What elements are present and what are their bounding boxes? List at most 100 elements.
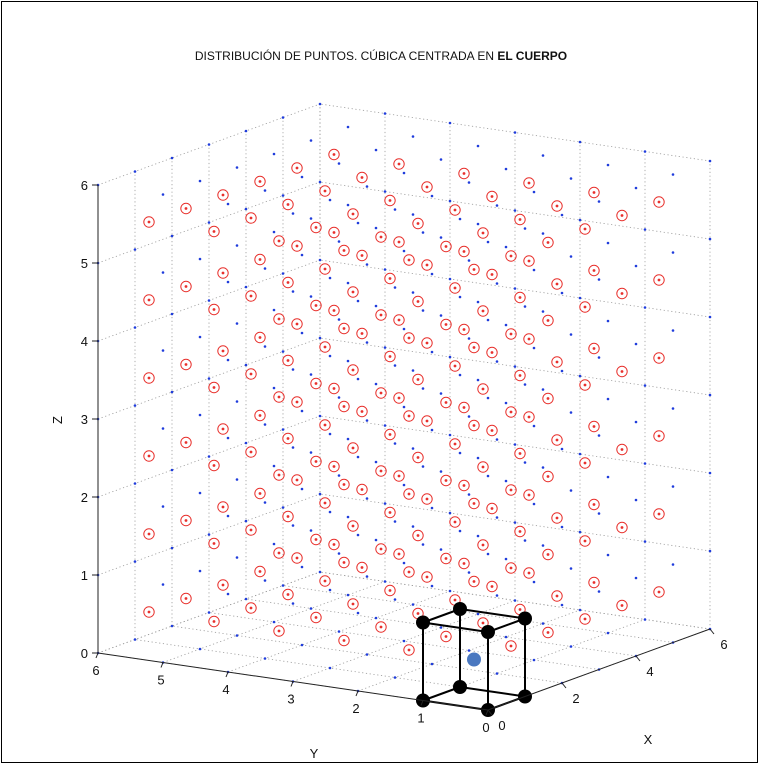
data-point-center — [523, 177, 535, 189]
data-point-center-ring — [273, 469, 285, 481]
data-point-corner — [383, 112, 387, 115]
data-point-center-ring — [468, 263, 480, 276]
data-point-center-ring — [523, 333, 535, 345]
data-point-corner — [476, 534, 480, 538]
data-point-center-dot — [518, 530, 522, 533]
data-point-center-dot — [481, 309, 485, 313]
data-point-center-ring — [328, 382, 340, 395]
data-point-center-dot — [444, 479, 448, 482]
data-point-center-dot — [323, 267, 327, 271]
data-point-center-dot — [657, 200, 661, 204]
data-point-center — [310, 377, 322, 390]
data-point-center-dot — [295, 478, 299, 482]
y-tick-mark — [160, 662, 164, 668]
data-point-corner — [337, 240, 341, 243]
data-point-center-ring — [282, 510, 294, 523]
data-point-center — [523, 567, 535, 579]
data-point-center — [384, 272, 396, 285]
data-point-center-ring — [273, 235, 285, 247]
data-point-center-dot — [592, 269, 596, 272]
x-axis-line — [487, 628, 711, 711]
data-point-corner — [374, 616, 378, 620]
data-point-center — [616, 521, 628, 534]
data-point-center-dot — [453, 598, 457, 602]
data-point-center-ring — [217, 345, 229, 357]
data-point-center-dot — [388, 433, 392, 436]
data-point-center-dot — [212, 308, 216, 311]
data-point-center-ring — [505, 484, 517, 496]
data-point-center — [310, 533, 322, 546]
data-point-corner — [263, 423, 267, 426]
data-point-center — [403, 488, 415, 500]
data-point-corner — [513, 365, 517, 368]
data-point-corner — [643, 228, 647, 231]
unit-cell-corner-atom — [416, 615, 430, 630]
data-point-center — [273, 547, 285, 559]
data-point-center-ring — [282, 588, 294, 601]
data-point-center-dot — [397, 240, 401, 244]
data-point-corner — [328, 354, 332, 358]
data-point-center — [588, 498, 600, 511]
data-point-corner — [272, 386, 276, 390]
data-point-corner — [281, 584, 285, 587]
data-point-center-ring — [291, 474, 303, 486]
data-point-corner — [263, 657, 267, 660]
data-point-center — [143, 528, 155, 540]
data-point-center-dot — [342, 561, 346, 564]
data-point-center — [347, 442, 359, 454]
data-point-center-dot — [425, 263, 429, 267]
data-point-center-dot — [314, 460, 318, 463]
data-point-center-ring — [310, 377, 322, 390]
data-point-corner — [671, 407, 675, 410]
data-point-center — [180, 436, 192, 449]
data-point-corner — [606, 475, 610, 479]
data-point-center-dot — [407, 492, 411, 496]
data-point-center — [458, 323, 470, 336]
data-point-center-dot — [444, 323, 448, 326]
data-point-center-ring — [505, 640, 517, 652]
data-point-center-dot — [342, 483, 346, 486]
z-tick-label: 0 — [81, 646, 88, 661]
data-point-center-dot — [258, 492, 262, 495]
data-point-center — [514, 213, 526, 226]
data-point-center-dot — [481, 387, 485, 391]
data-point-center-dot — [184, 363, 188, 366]
data-point-center-dot — [397, 396, 401, 400]
data-point-center-ring — [542, 470, 554, 483]
data-point-center-dot — [221, 583, 225, 587]
data-point-corner — [161, 193, 165, 196]
data-point-center-ring — [412, 529, 424, 542]
data-point-center-dot — [286, 359, 290, 362]
data-point-center-ring — [551, 512, 563, 524]
data-point-center-ring — [412, 295, 424, 308]
data-point-center-ring — [505, 250, 517, 262]
data-point-corner — [356, 299, 360, 303]
y-tick-mark — [225, 671, 229, 678]
data-point-center-dot — [527, 337, 531, 341]
data-point-center-dot — [657, 278, 661, 282]
data-point-center — [514, 291, 526, 304]
unit-cell-edge — [459, 608, 526, 620]
data-point-corner — [606, 241, 610, 245]
data-point-center-ring — [282, 276, 294, 289]
data-point-corner — [198, 647, 202, 651]
data-point-center — [403, 410, 415, 422]
data-point-center — [468, 341, 480, 354]
unit-cell-corner-atom — [518, 611, 532, 626]
data-point-center-ring — [356, 171, 368, 184]
data-point-center-dot — [221, 271, 225, 275]
x-tick-label: 4 — [646, 664, 653, 679]
data-point-center — [403, 332, 415, 344]
data-point-center-ring — [393, 158, 405, 170]
data-point-center-dot — [184, 441, 188, 444]
data-point-center-dot — [490, 351, 494, 354]
data-point-center-ring — [375, 231, 387, 243]
y-tick-label: 2 — [352, 701, 359, 716]
data-point-corner — [597, 512, 601, 515]
data-point-corner — [318, 336, 322, 340]
data-point-center-ring — [458, 245, 470, 258]
data-point-center-dot — [323, 189, 327, 193]
data-point-center — [310, 221, 322, 234]
data-point-center-ring — [588, 576, 600, 589]
data-point-corner — [383, 190, 387, 193]
